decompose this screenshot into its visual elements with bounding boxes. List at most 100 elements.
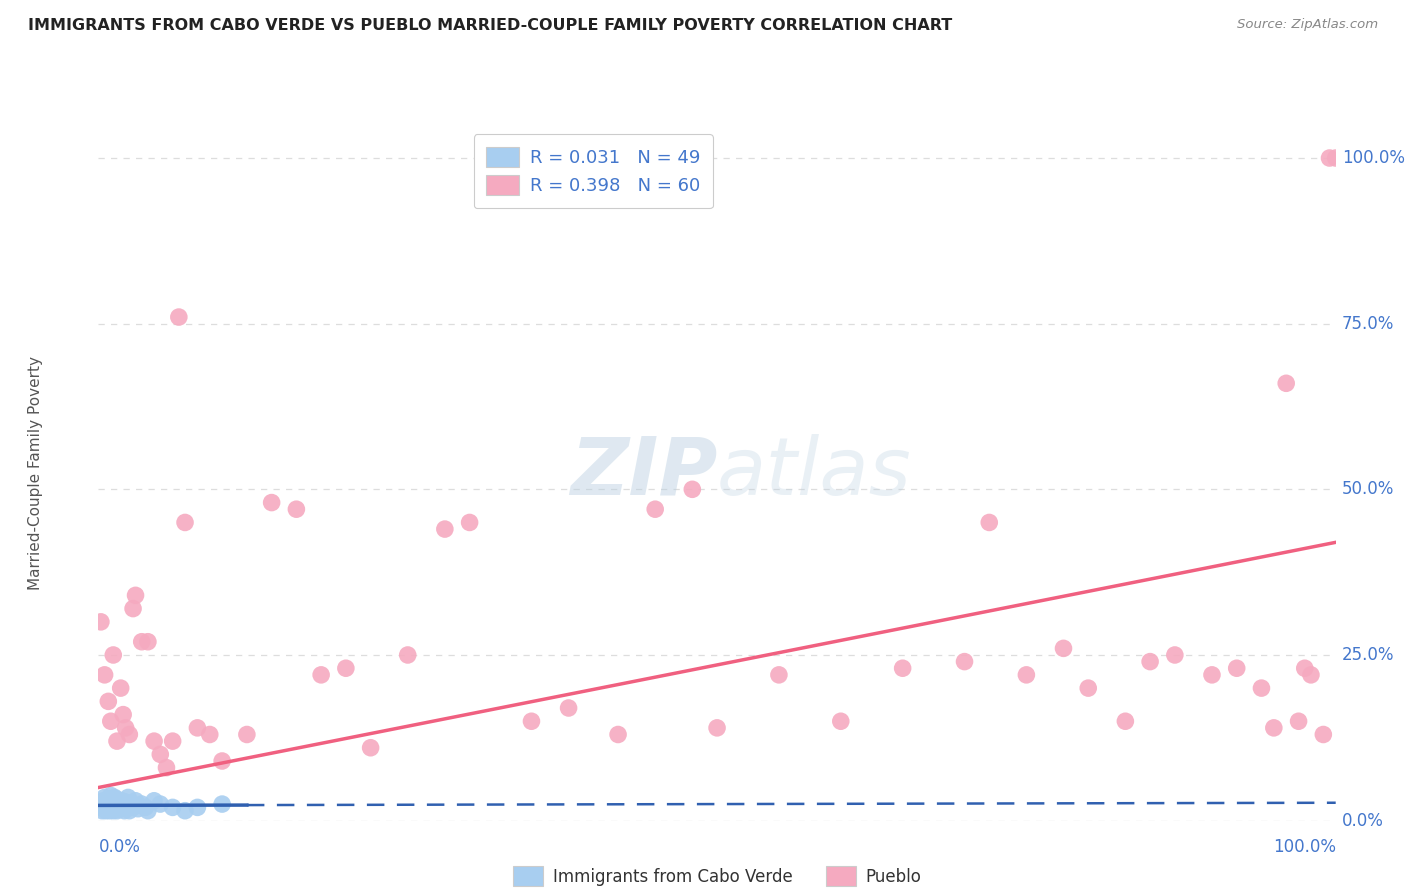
Point bbox=[174, 804, 197, 818]
Text: 50.0%: 50.0% bbox=[1341, 480, 1395, 499]
Point bbox=[198, 727, 221, 741]
Point bbox=[124, 794, 146, 808]
Point bbox=[1250, 681, 1272, 695]
Point bbox=[335, 661, 357, 675]
Point bbox=[211, 754, 233, 768]
Point bbox=[103, 800, 125, 814]
Point bbox=[115, 800, 138, 814]
Text: 25.0%: 25.0% bbox=[1341, 646, 1395, 664]
Point bbox=[557, 701, 579, 715]
Text: 75.0%: 75.0% bbox=[1341, 315, 1395, 333]
Point bbox=[112, 804, 135, 818]
Point bbox=[110, 802, 132, 816]
Point bbox=[1164, 648, 1187, 662]
Text: 0.0%: 0.0% bbox=[1341, 812, 1384, 830]
Point bbox=[127, 802, 149, 816]
Point bbox=[979, 516, 1001, 530]
Point bbox=[107, 800, 129, 814]
Point bbox=[98, 800, 121, 814]
Point bbox=[1015, 668, 1038, 682]
Point bbox=[186, 800, 208, 814]
Text: IMMIGRANTS FROM CABO VERDE VS PUEBLO MARRIED-COUPLE FAMILY POVERTY CORRELATION C: IMMIGRANTS FROM CABO VERDE VS PUEBLO MAR… bbox=[28, 18, 952, 33]
Point bbox=[97, 792, 120, 806]
Point bbox=[94, 794, 117, 808]
Point bbox=[149, 797, 172, 811]
Point bbox=[100, 714, 122, 729]
Point bbox=[1299, 668, 1322, 682]
Point bbox=[104, 802, 127, 816]
Point bbox=[122, 601, 145, 615]
Point bbox=[98, 804, 121, 818]
Point bbox=[149, 747, 172, 762]
Point bbox=[105, 734, 128, 748]
Point bbox=[1324, 151, 1347, 165]
Point bbox=[174, 516, 197, 530]
Point bbox=[94, 804, 117, 818]
Point bbox=[143, 734, 166, 748]
Point bbox=[143, 794, 166, 808]
Point bbox=[101, 800, 124, 814]
Point bbox=[155, 761, 177, 775]
Point bbox=[97, 694, 120, 708]
Point bbox=[93, 790, 115, 805]
Point bbox=[768, 668, 790, 682]
Point bbox=[131, 634, 153, 648]
Point bbox=[103, 804, 125, 818]
Point bbox=[1201, 668, 1223, 682]
Point bbox=[97, 802, 120, 816]
Point bbox=[104, 795, 127, 809]
Point bbox=[433, 522, 456, 536]
Point bbox=[520, 714, 543, 729]
Legend: Immigrants from Cabo Verde, Pueblo: Immigrants from Cabo Verde, Pueblo bbox=[506, 860, 928, 892]
Point bbox=[162, 800, 184, 814]
Point bbox=[1319, 151, 1341, 165]
Point bbox=[1294, 661, 1316, 675]
Point bbox=[90, 615, 112, 629]
Point bbox=[1139, 655, 1161, 669]
Point bbox=[103, 648, 125, 662]
Text: Source: ZipAtlas.com: Source: ZipAtlas.com bbox=[1237, 18, 1378, 31]
Point bbox=[90, 800, 112, 814]
Point bbox=[136, 804, 159, 818]
Text: 100.0%: 100.0% bbox=[1272, 838, 1336, 856]
Point bbox=[309, 668, 332, 682]
Point bbox=[103, 797, 125, 811]
Point bbox=[285, 502, 308, 516]
Point bbox=[101, 794, 124, 808]
Point bbox=[360, 740, 382, 755]
Point bbox=[1226, 661, 1249, 675]
Text: ZIP: ZIP bbox=[569, 434, 717, 512]
Point bbox=[100, 797, 122, 811]
Point bbox=[93, 794, 115, 808]
Point bbox=[396, 648, 419, 662]
Text: atlas: atlas bbox=[717, 434, 912, 512]
Point bbox=[1312, 727, 1334, 741]
Point bbox=[111, 794, 134, 808]
Point bbox=[120, 797, 142, 811]
Point bbox=[211, 797, 233, 811]
Point bbox=[114, 795, 136, 809]
Point bbox=[110, 681, 132, 695]
Point bbox=[1288, 714, 1310, 729]
Point bbox=[167, 310, 190, 324]
Point bbox=[1275, 376, 1298, 391]
Point bbox=[131, 797, 153, 811]
Point bbox=[100, 789, 122, 803]
Point bbox=[96, 797, 118, 811]
Point bbox=[644, 502, 666, 516]
Text: 100.0%: 100.0% bbox=[1341, 149, 1405, 167]
Y-axis label: Married-Couple Family Poverty: Married-Couple Family Poverty bbox=[28, 356, 42, 590]
Point bbox=[953, 655, 976, 669]
Text: 0.0%: 0.0% bbox=[98, 838, 141, 856]
Point bbox=[91, 804, 114, 818]
Point bbox=[260, 495, 283, 509]
Point bbox=[134, 800, 156, 814]
Point bbox=[122, 800, 145, 814]
Point bbox=[136, 634, 159, 648]
Point bbox=[1263, 721, 1285, 735]
Point bbox=[118, 804, 141, 818]
Point bbox=[830, 714, 852, 729]
Point bbox=[1114, 714, 1136, 729]
Point bbox=[105, 804, 128, 818]
Point bbox=[186, 721, 208, 735]
